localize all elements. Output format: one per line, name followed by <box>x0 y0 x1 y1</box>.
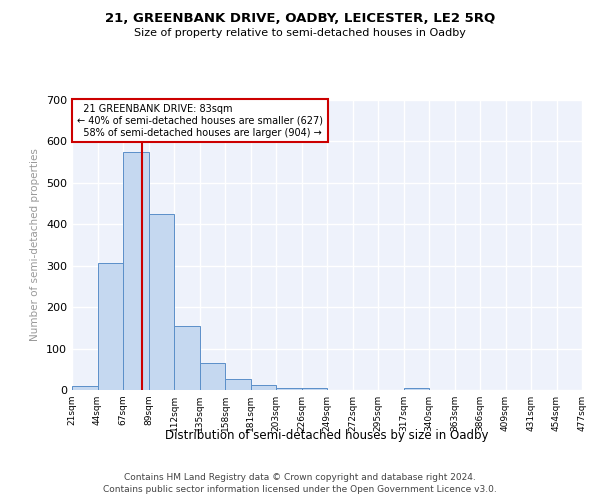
Bar <box>302 388 327 390</box>
Text: 21, GREENBANK DRIVE, OADBY, LEICESTER, LE2 5RQ: 21, GREENBANK DRIVE, OADBY, LEICESTER, L… <box>105 12 495 26</box>
Text: Size of property relative to semi-detached houses in Oadby: Size of property relative to semi-detach… <box>134 28 466 38</box>
Text: 21 GREENBANK DRIVE: 83sqm  
← 40% of semi-detached houses are smaller (627)
  58: 21 GREENBANK DRIVE: 83sqm ← 40% of semi-… <box>77 104 323 138</box>
Bar <box>174 326 199 390</box>
Text: Distribution of semi-detached houses by size in Oadby: Distribution of semi-detached houses by … <box>165 428 489 442</box>
Bar <box>123 152 149 390</box>
Bar <box>225 379 251 390</box>
Bar <box>251 385 276 390</box>
Text: Contains public sector information licensed under the Open Government Licence v3: Contains public sector information licen… <box>103 484 497 494</box>
Bar <box>199 363 225 390</box>
Bar <box>149 214 174 390</box>
Bar <box>276 388 302 390</box>
Y-axis label: Number of semi-detached properties: Number of semi-detached properties <box>31 148 40 342</box>
Bar <box>72 386 97 390</box>
Bar <box>404 388 429 390</box>
Bar <box>97 263 123 390</box>
Text: Contains HM Land Registry data © Crown copyright and database right 2024.: Contains HM Land Registry data © Crown c… <box>124 473 476 482</box>
